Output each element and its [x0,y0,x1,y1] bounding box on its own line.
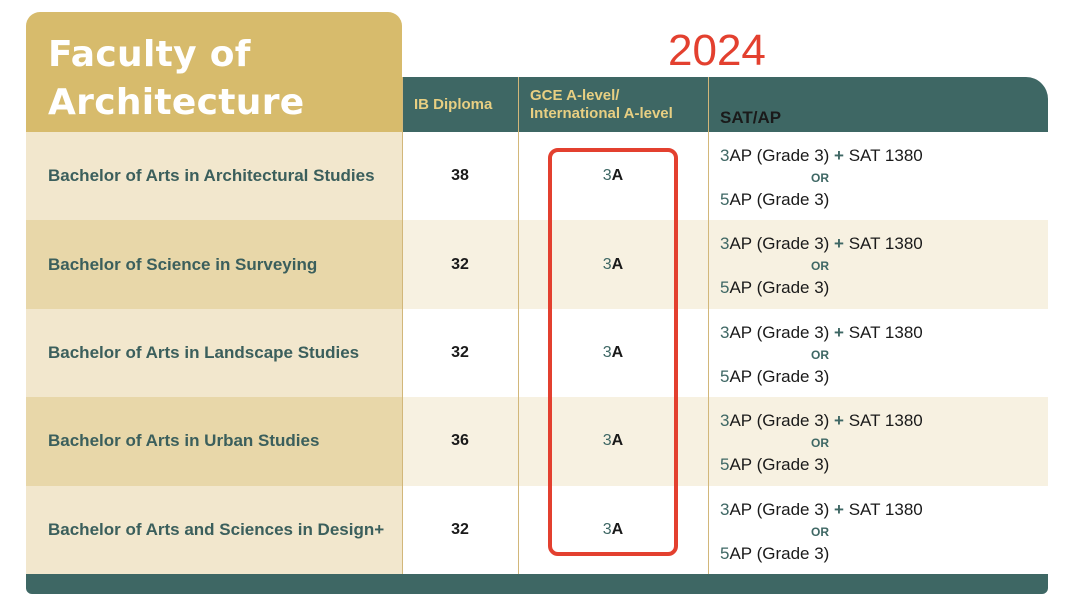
programme-name: Bachelor of Arts in Architectural Studie… [48,166,375,186]
or-label: OR [811,436,829,451]
header-sat-ap: SAT/AP [720,107,782,127]
programme-name: Bachelor of Arts in Urban Studies [48,431,320,451]
plus-sign: + [834,499,844,519]
ap-text-alt: AP (Grade 3) [729,278,830,298]
ap-text: AP (Grade 3) [729,234,830,254]
ib-score: 32 [451,255,469,273]
faculty-title-line1: Faculty of [48,34,251,75]
plus-sign: + [834,322,844,342]
table-footer-bar [26,574,1048,594]
faculty-title-panel: Faculty of Architecture [26,12,402,132]
ib-score: 36 [451,432,469,450]
ap-text-alt: AP (Grade 3) [729,366,830,386]
sat-ap-requirement: 3AP (Grade 3) + SAT 1380 OR 5AP (Grade 3… [720,233,923,299]
programme-name: Bachelor of Arts in Landscape Studies [48,342,360,362]
sat-score: SAT 1380 [848,234,923,254]
gce-grade: A [611,255,624,273]
sat-ap-requirement: 3AP (Grade 3) + SAT 1380 OR 5AP (Grade 3… [720,499,923,565]
ap-text-alt: AP (Grade 3) [729,543,830,563]
column-divider [402,77,403,574]
gce-count: 3 [602,343,612,361]
ap-count: 3 [720,411,730,431]
row-name-cell [26,308,402,398]
sat-score: SAT 1380 [848,146,923,165]
or-label: OR [811,171,829,185]
ap-text-alt: AP (Grade 3) [729,190,830,209]
ap-count-alt: 5 [720,455,730,475]
row-name-cell [26,220,402,309]
table-row: Bachelor of Arts and Sciences in Design+… [26,485,1048,574]
sat-ap-requirement: 3AP (Grade 3) + SAT 1380 OR 5AP (Grade 3… [720,410,923,476]
row-value-cells [402,397,1048,486]
ap-count: 3 [720,322,730,342]
ap-count-alt: 5 [720,190,730,209]
or-label: OR [811,259,829,274]
header-gce-line1: GCE A-level/ [530,86,620,104]
row-value-cells [402,308,1048,398]
plus-sign: + [834,146,844,165]
year-label: 2024 [668,26,766,75]
row-value-cells [402,132,1048,221]
sat-ap-requirement: 3AP (Grade 3) + SAT 1380 OR 5AP (Grade 3… [720,145,923,211]
gce-grade: A [611,432,624,450]
header-gce-line2: International A-level [530,104,673,122]
row-value-cells [402,485,1048,574]
column-divider [518,77,519,574]
column-divider [708,77,709,574]
sat-score: SAT 1380 [848,411,923,431]
sat-ap-requirement: 3AP (Grade 3) + SAT 1380 OR 5AP (Grade 3… [720,322,923,388]
gce-highlight-box [548,148,678,556]
row-value-cells [402,220,1048,309]
ap-text: AP (Grade 3) [729,322,830,342]
gce-count: 3 [602,520,612,538]
sat-score: SAT 1380 [848,322,923,342]
ap-text-alt: AP (Grade 3) [729,455,830,475]
ap-text: AP (Grade 3) [729,146,830,165]
gce-count: 3 [602,432,612,450]
row-name-cell [26,397,402,486]
sat-score: SAT 1380 [848,499,923,519]
ap-count: 3 [720,499,730,519]
or-label: OR [811,524,829,539]
header-ib-diploma: IB Diploma [414,95,493,113]
table-row: Bachelor of Arts in Architectural Studie… [26,132,1048,221]
ap-count-alt: 5 [720,278,730,298]
header-gce: GCE A-level/ International A-level [530,77,673,132]
faculty-title-line2: Architecture [48,82,305,123]
gce-grade: A [611,343,624,361]
table-row: Bachelor of Arts in Landscape Studies 32… [26,308,1048,398]
ap-count-alt: 5 [720,366,730,386]
ap-text: AP (Grade 3) [729,499,830,519]
ib-score: 32 [451,520,469,538]
gce-count: 3 [602,255,612,273]
requirements-table: Bachelor of Arts in Architectural Studie… [26,132,1048,574]
or-label: OR [811,347,829,362]
ib-score: 32 [451,343,469,361]
ib-score: 38 [451,167,469,185]
ap-count-alt: 5 [720,543,730,563]
gce-grade: A [611,167,624,185]
gce-count: 3 [602,167,612,185]
ap-text: AP (Grade 3) [729,411,830,431]
row-name-cell [26,132,402,221]
programme-name: Bachelor of Science in Surveying [48,254,318,274]
programme-name: Bachelor of Arts and Sciences in Design+ [48,519,385,539]
plus-sign: + [834,234,844,254]
plus-sign: + [834,411,844,431]
ap-count: 3 [720,146,730,165]
table-header: IB Diploma GCE A-level/ International A-… [402,77,1048,132]
row-name-cell [26,485,402,574]
ap-count: 3 [720,234,730,254]
gce-grade: A [611,520,624,538]
